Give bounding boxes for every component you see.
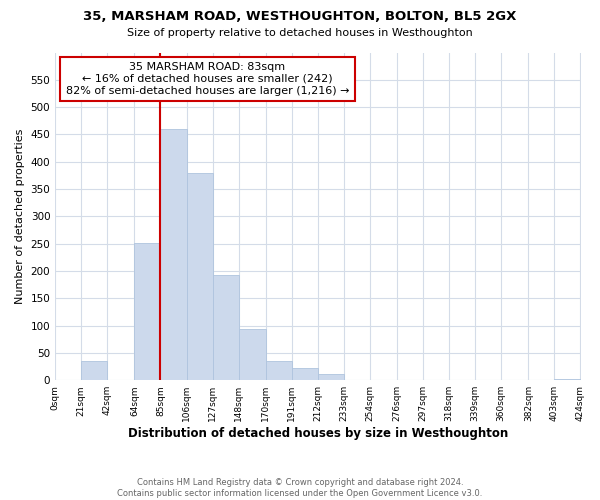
Bar (212, 276, 239, 380)
Bar (292, 368, 318, 380)
Y-axis label: Number of detached properties: Number of detached properties (15, 128, 25, 304)
Bar (187, 172, 212, 380)
Text: 35, MARSHAM ROAD, WESTHOUGHTON, BOLTON, BL5 2GX: 35, MARSHAM ROAD, WESTHOUGHTON, BOLTON, … (83, 10, 517, 23)
Bar (554, 379, 581, 380)
Bar (81, 361, 107, 380)
X-axis label: Distribution of detached houses by size in Westhoughton: Distribution of detached houses by size … (128, 427, 508, 440)
Bar (239, 330, 266, 380)
Text: Size of property relative to detached houses in Westhoughton: Size of property relative to detached ho… (127, 28, 473, 38)
Bar (266, 361, 292, 380)
Bar (160, 129, 187, 380)
Text: Contains HM Land Registry data © Crown copyright and database right 2024.
Contai: Contains HM Land Registry data © Crown c… (118, 478, 482, 498)
Bar (318, 374, 344, 380)
Text: 35 MARSHAM ROAD: 83sqm
← 16% of detached houses are smaller (242)
82% of semi-de: 35 MARSHAM ROAD: 83sqm ← 16% of detached… (65, 62, 349, 96)
Bar (134, 242, 160, 380)
